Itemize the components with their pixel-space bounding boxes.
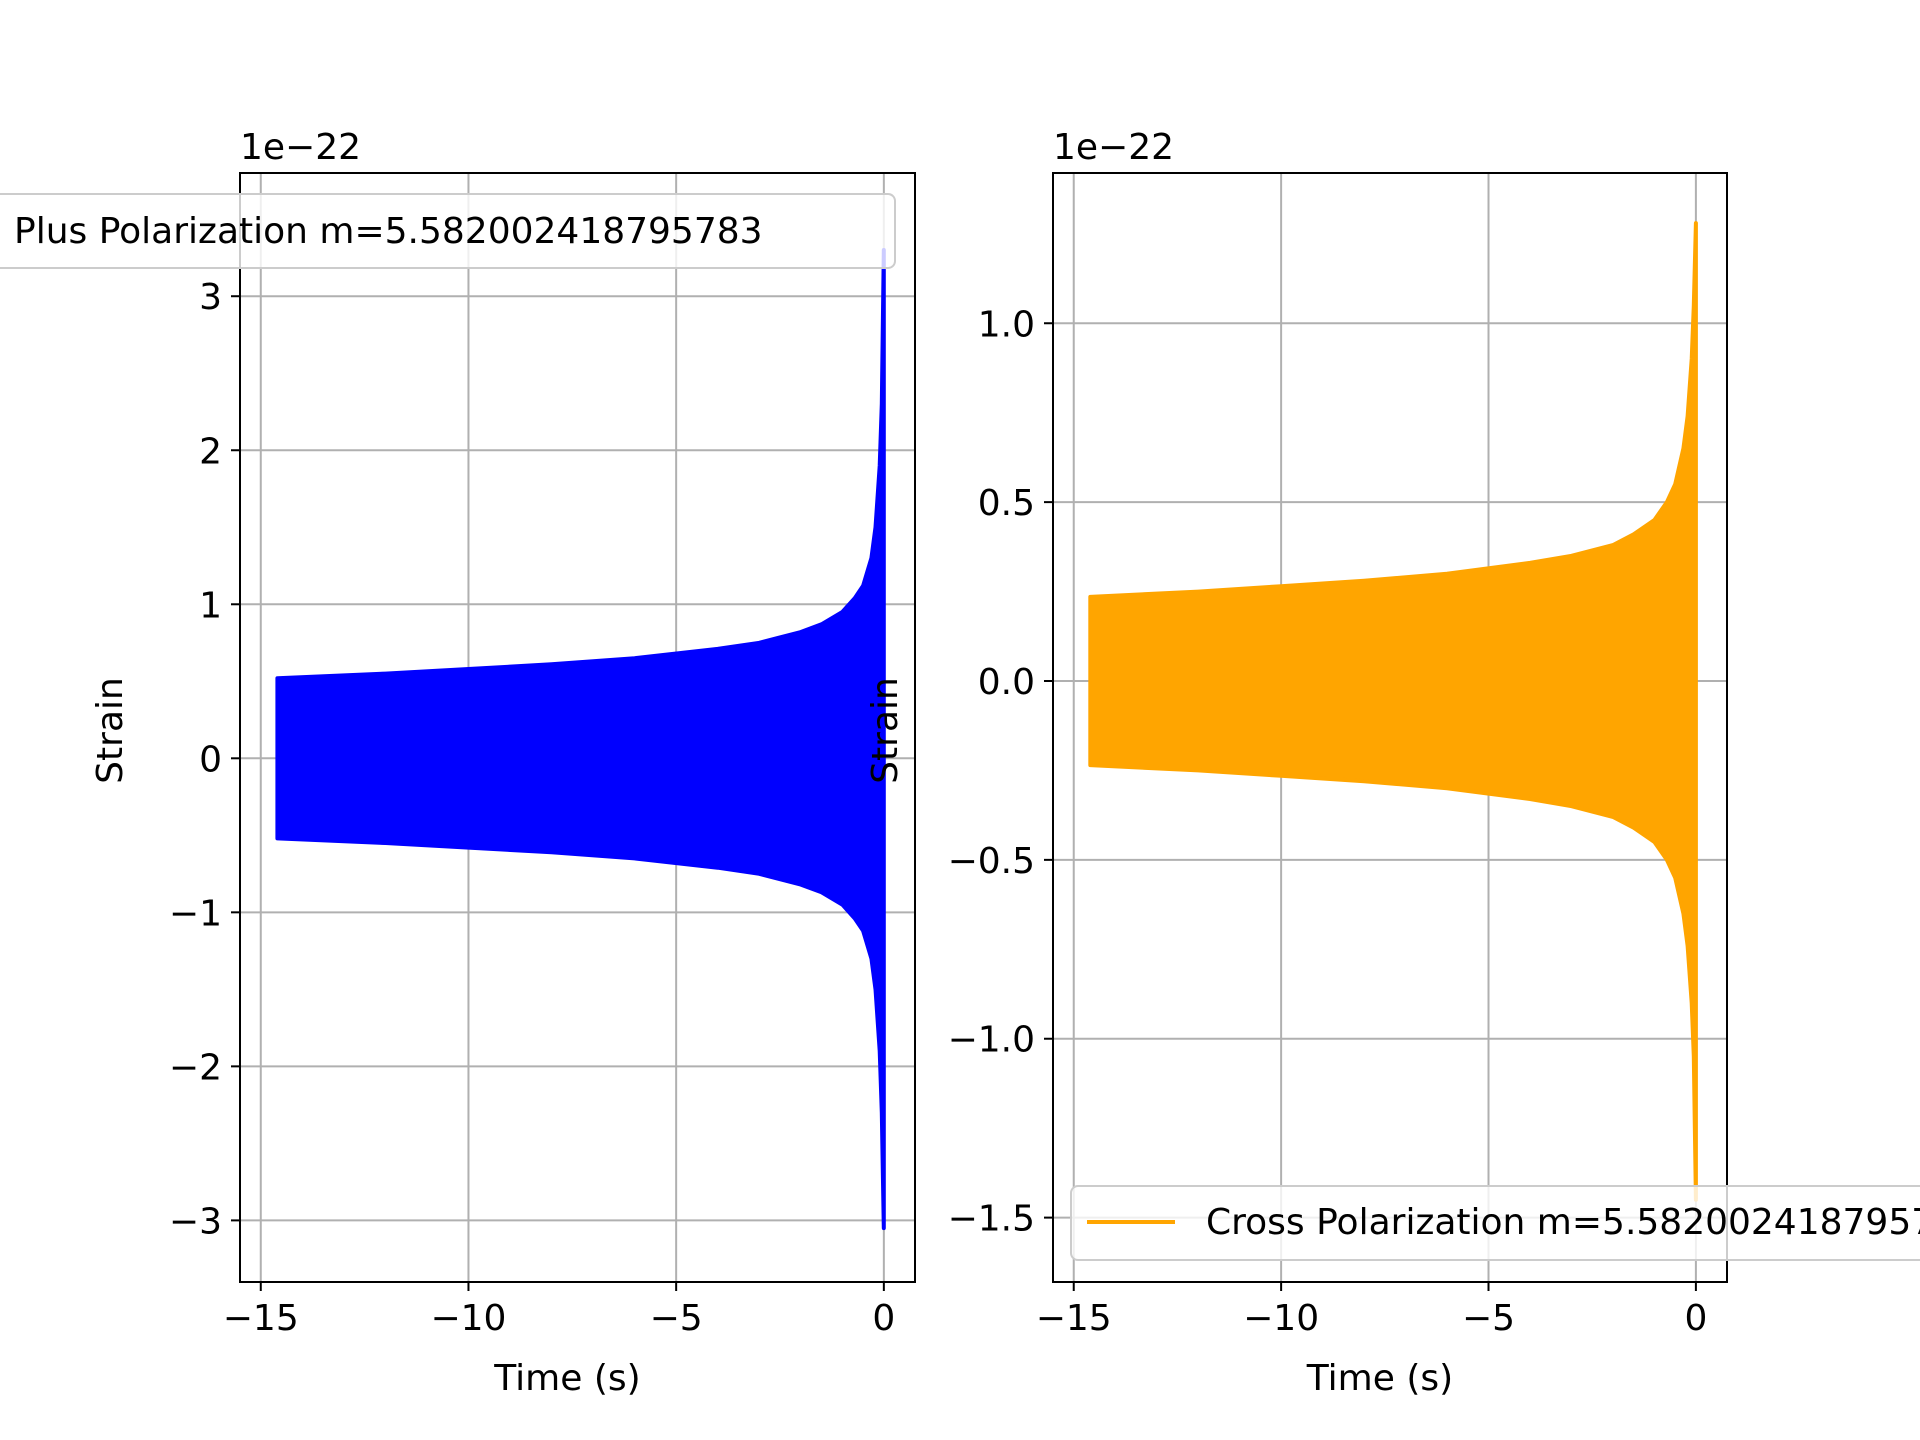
- legend-box: [0, 193, 896, 269]
- y-tick-label: 3: [199, 277, 222, 318]
- x-tick-label: −10: [430, 1298, 506, 1339]
- offset-text: 1e−22: [240, 127, 361, 168]
- y-tick-label: −1.0: [948, 1020, 1035, 1061]
- x-tick-label: −5: [650, 1298, 703, 1339]
- y-tick-label: −1: [169, 893, 222, 934]
- y-axis-label: Strain: [90, 677, 131, 784]
- y-tick-label: −3: [169, 1201, 222, 1242]
- legend-label: Cross Polarization m=5.582002418795783: [1206, 1202, 1920, 1243]
- x-axis-label: Time (s): [493, 1358, 640, 1399]
- y-tick-label: 0.0: [978, 662, 1035, 703]
- y-tick-label: −2: [169, 1047, 222, 1088]
- y-tick-label: 0: [199, 739, 222, 780]
- legend-box: [1070, 1185, 1920, 1261]
- axes-frame: [239, 172, 916, 1283]
- x-tick-label: 0: [1684, 1298, 1707, 1339]
- legend-label: Plus Polarization m=5.582002418795783: [14, 211, 763, 252]
- x-tick-label: −10: [1243, 1298, 1319, 1339]
- x-tick-label: −15: [1036, 1298, 1112, 1339]
- y-tick-label: −0.5: [948, 841, 1035, 882]
- y-axis-label: Strain: [865, 677, 906, 784]
- axes-frame: [1052, 172, 1728, 1283]
- x-axis-label: Time (s): [1306, 1358, 1453, 1399]
- series-waveform: [275, 248, 886, 1231]
- x-tick-label: −5: [1462, 1298, 1515, 1339]
- y-tick-label: −1.5: [948, 1199, 1035, 1240]
- y-tick-label: 1: [199, 585, 222, 626]
- x-tick-label: −15: [223, 1298, 299, 1339]
- y-tick-label: 2: [199, 431, 222, 472]
- series-waveform: [1088, 221, 1698, 1202]
- x-tick-label: 0: [872, 1298, 895, 1339]
- y-tick-label: 1.0: [978, 304, 1035, 345]
- y-tick-label: 0.5: [978, 483, 1035, 524]
- offset-text: 1e−22: [1053, 127, 1174, 168]
